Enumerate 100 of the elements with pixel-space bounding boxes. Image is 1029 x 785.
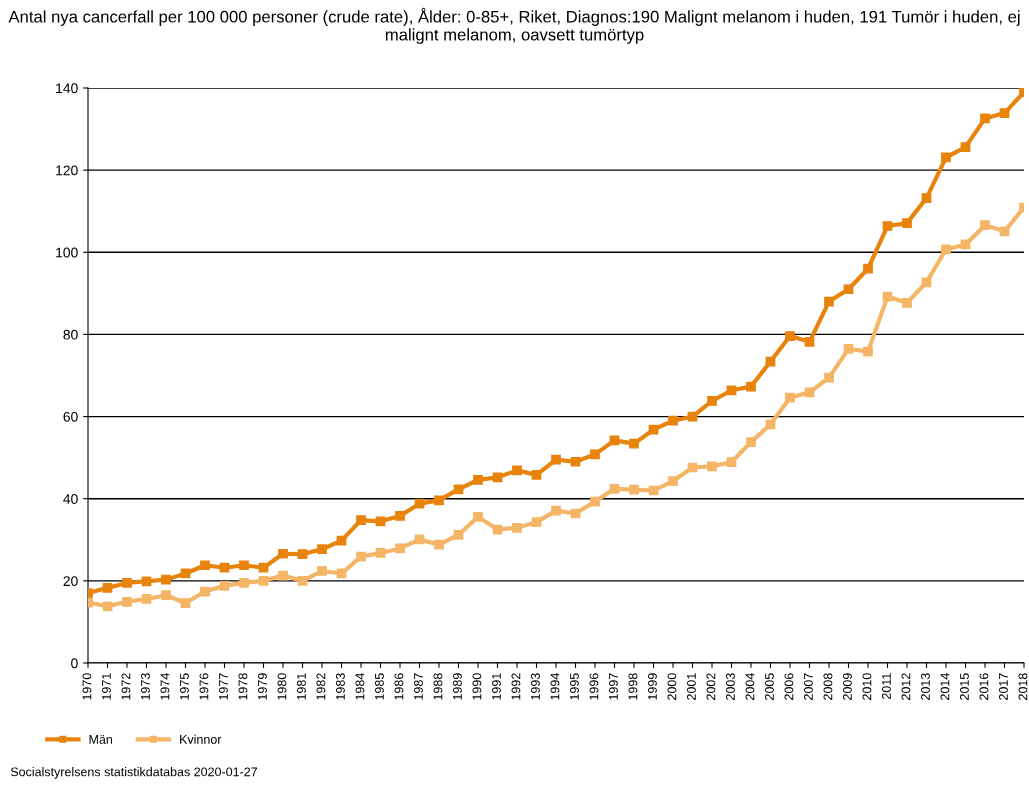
x-tick-label: 2008 — [823, 673, 833, 700]
x-tick-label: 2005 — [765, 673, 774, 700]
point — [473, 511, 483, 522]
point — [122, 596, 132, 607]
point — [824, 296, 834, 307]
point — [258, 562, 269, 573]
point — [999, 108, 1010, 118]
point — [980, 220, 990, 231]
point — [882, 291, 893, 302]
x-tick-label: 1983 — [336, 673, 345, 700]
point — [317, 566, 327, 576]
point — [414, 498, 425, 509]
point — [375, 548, 386, 558]
point — [902, 297, 912, 308]
x-tick-label: 1982 — [316, 673, 326, 700]
x-tick-label: 1970 — [82, 673, 92, 700]
point — [122, 578, 132, 588]
y-tick-label: 140 — [56, 83, 78, 94]
y-tick-label: 20 — [63, 576, 78, 587]
text: Socialstyrelsens statistikdatabas 2020-01-27 — [10, 767, 258, 779]
point — [960, 142, 971, 153]
x-tick-label: 2017 — [999, 673, 1008, 700]
x-tick-label: 1994 — [550, 673, 560, 700]
point — [726, 457, 737, 468]
point — [219, 580, 230, 591]
x-tick-label: 1992 — [511, 673, 521, 700]
point — [902, 218, 912, 228]
point — [551, 505, 561, 516]
point — [707, 396, 717, 406]
x-tick-label: 2014 — [940, 673, 950, 700]
point — [629, 438, 639, 449]
point — [843, 343, 854, 354]
x-tick-label: 2013 — [921, 673, 930, 700]
point — [453, 484, 464, 495]
x-tick-label: 1985 — [375, 673, 384, 700]
point — [707, 461, 717, 472]
point — [531, 517, 542, 527]
y-tick-label: 60 — [63, 411, 78, 422]
point — [648, 424, 659, 435]
point — [629, 484, 639, 495]
x-tick-label: 1990 — [472, 673, 482, 700]
x-tick-label: 1975 — [180, 673, 189, 700]
point — [161, 574, 171, 585]
x-tick-label: 2011 — [882, 673, 891, 699]
point — [356, 551, 366, 562]
point — [824, 372, 834, 383]
x-tick-label: 1971 — [102, 673, 111, 700]
x-tick-label: 1973 — [141, 673, 150, 700]
point — [102, 582, 113, 593]
point — [219, 562, 230, 573]
point — [590, 449, 600, 460]
x-tick-label: 1978 — [238, 673, 248, 700]
point — [863, 263, 873, 274]
point — [297, 549, 308, 560]
point — [999, 226, 1010, 237]
point — [141, 594, 152, 604]
point — [239, 560, 249, 571]
x-tick-label: 1993 — [531, 673, 540, 700]
point — [921, 277, 932, 288]
point — [570, 456, 581, 467]
point — [921, 193, 932, 203]
x-tick-label: 1996 — [589, 673, 599, 700]
x-tick-label: 2015 — [960, 673, 969, 700]
y-tick-label: 120 — [56, 165, 78, 176]
x-tick-label: 1989 — [453, 673, 462, 700]
point — [395, 511, 405, 521]
point — [102, 601, 113, 612]
legend-label: Kvinnor — [180, 734, 222, 744]
x-tick-label: 1981 — [297, 673, 306, 700]
point — [980, 113, 990, 124]
x-tick-label: 2007 — [804, 673, 813, 700]
point — [590, 496, 600, 507]
x-tick-label: 1980 — [277, 673, 287, 700]
x-tick-label: 2001 — [687, 673, 696, 700]
point — [200, 586, 210, 597]
point — [239, 578, 249, 588]
point — [317, 544, 327, 555]
point — [200, 560, 210, 571]
x-tick-label: 2003 — [726, 673, 735, 700]
point — [512, 523, 522, 533]
point — [785, 331, 795, 341]
x-tick-label: 2009 — [843, 673, 852, 700]
point — [278, 548, 288, 559]
point — [804, 336, 815, 347]
point — [492, 472, 503, 483]
point — [473, 474, 483, 485]
point — [609, 483, 620, 494]
x-tick-label: 2012 — [901, 673, 911, 700]
point — [804, 387, 815, 398]
point — [453, 529, 464, 540]
y-tick-label: 100 — [56, 247, 78, 258]
legend-label: Män — [89, 735, 113, 744]
x-tick-label: 1979 — [258, 673, 267, 700]
point — [141, 576, 152, 587]
point — [161, 590, 171, 601]
point — [941, 244, 951, 255]
point — [746, 381, 756, 392]
x-tick-label: 2006 — [784, 673, 794, 700]
x-tick-label: 2016 — [979, 673, 989, 700]
x-tick-label: 1972 — [121, 673, 131, 700]
